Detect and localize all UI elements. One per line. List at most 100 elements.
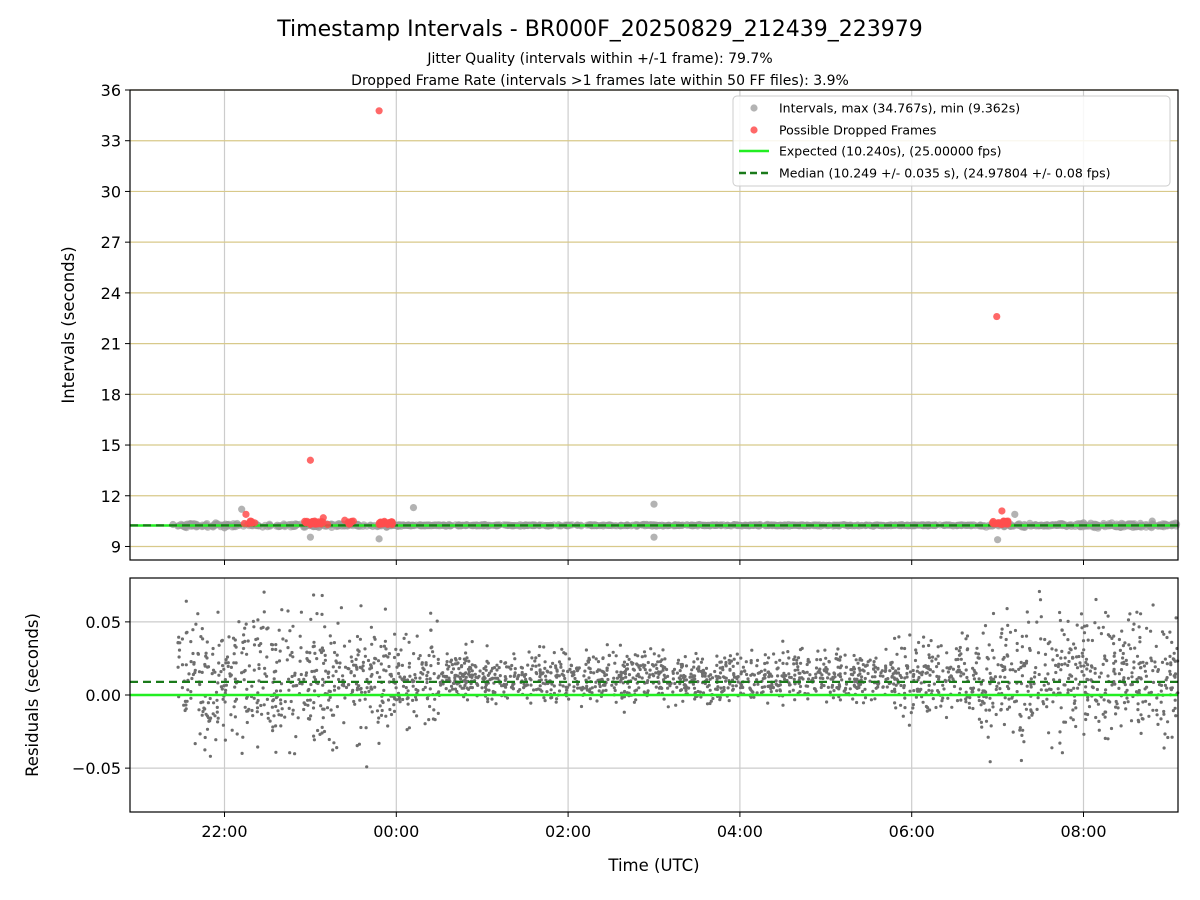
residual-point [880,669,884,673]
residual-point [663,676,667,680]
residual-point [932,682,937,686]
residual-point [528,677,532,681]
residual-point [221,697,225,701]
residual-point [959,657,963,661]
residual-point [729,659,734,663]
residual-point [734,684,738,688]
residual-point [756,682,760,686]
residual-point [988,671,992,676]
residual-point [240,651,244,655]
residual-point [863,687,867,691]
residual-point [619,678,623,682]
residual-point [836,665,840,669]
residual-point [544,674,548,678]
residual-point [627,673,632,677]
residual-point [534,664,538,668]
residual-point [180,686,184,690]
residual-point [1173,698,1177,702]
residual-point [931,655,935,659]
residual-point [663,657,667,661]
residual-point [1082,664,1086,668]
residual-point [814,689,818,693]
residual-point [487,688,491,692]
residual-point [718,676,722,680]
residual-point [856,673,861,677]
residual-point [445,660,449,664]
residual-point [510,663,514,668]
residual-point [327,698,331,702]
residual-point [334,669,338,674]
residual-point [1094,597,1098,602]
residual-point [484,688,489,692]
residual-point [245,720,249,725]
residual-point [594,657,598,661]
residual-point [465,698,470,702]
residual-point [1043,677,1047,681]
residual-point [1163,657,1167,661]
residual-point [291,712,295,716]
residual-point [201,700,205,704]
residual-point [964,700,968,704]
residual-point [262,590,266,594]
residual-point [1008,630,1013,634]
residual-point [962,672,966,676]
residual-point [325,706,330,710]
residual-point [1117,637,1121,642]
residual-point [805,670,809,674]
residual-point [766,670,771,674]
residual-point [194,622,198,626]
residual-point [1080,626,1084,630]
residual-point [835,686,839,690]
residual-point [696,657,700,661]
residual-point [259,703,263,708]
residual-point [708,701,712,706]
residual-point [455,689,459,694]
residual-point [830,683,835,688]
residual-point [359,725,363,730]
residual-point [274,704,278,709]
residual-point [374,657,378,661]
dropped-frame-point [1002,520,1010,528]
residual-point [435,619,439,623]
residual-point [911,703,916,707]
residual-point [855,700,859,705]
residual-point [296,716,300,720]
residual-point [890,666,894,670]
residual-point [250,684,254,688]
residual-point [636,663,640,667]
residual-point [564,685,568,689]
residual-point [1005,707,1010,711]
residual-point [935,674,939,679]
residual-point [917,675,921,680]
residual-point [1169,663,1173,667]
residual-point [905,666,910,670]
residual-point [1128,612,1132,616]
residual-point [622,690,626,694]
residual-point [1172,674,1176,678]
residual-point [242,633,246,637]
residual-point [359,686,363,691]
residual-point [1069,648,1073,652]
x-tick-label: 06:00 [889,822,935,841]
residual-point [832,671,836,675]
residual-point [1083,690,1087,695]
residual-point [272,698,276,702]
residual-point [283,700,287,704]
residual-point [1060,663,1064,667]
residual-point [964,668,968,672]
residual-point [473,672,477,676]
residual-point [364,726,368,730]
residual-point [233,643,237,648]
residual-point [1008,668,1012,672]
residual-point [1102,698,1106,702]
residual-point [700,672,705,676]
residual-point [719,686,723,690]
residual-point [256,745,260,749]
residual-point [407,665,411,669]
residual-point [612,676,616,680]
residual-point [437,674,441,678]
residual-point [987,643,991,647]
residual-point [936,654,940,658]
residual-point [792,677,796,682]
residual-point [622,664,627,669]
